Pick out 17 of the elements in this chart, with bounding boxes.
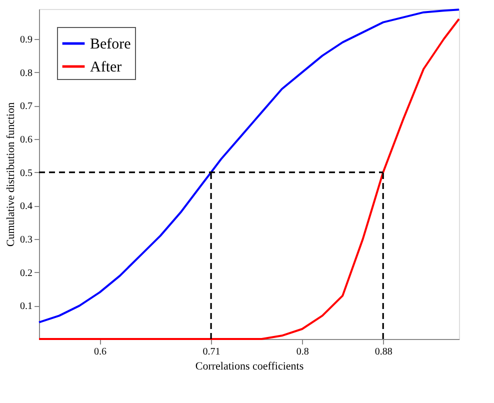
- x-tick-label: 0.88: [374, 346, 392, 358]
- y-tick-label: 0.1: [20, 301, 32, 312]
- y-tick-label: 0.2: [20, 268, 32, 279]
- y-tick-label: 0.5: [20, 168, 32, 179]
- y-tick-label: 0.7: [20, 101, 32, 112]
- y-tick-label: 0.3: [20, 234, 32, 246]
- y-tick-label: 0.4: [20, 201, 32, 212]
- x-tick-label: 0.6: [94, 346, 106, 358]
- y-axis-title: Cumulative distribution function: [5, 102, 17, 247]
- y-tick-label: 0.8: [20, 68, 32, 79]
- x-tick-label: 0.8: [296, 346, 309, 358]
- x-tick-label: 0.71: [202, 346, 220, 358]
- y-tick-label: 0.9: [20, 34, 32, 46]
- x-axis-title: Correlations coefficients: [195, 360, 304, 372]
- legend-label: Before: [90, 36, 132, 52]
- y-tick-label: 0.6: [20, 134, 32, 146]
- legend-label: After: [90, 60, 122, 76]
